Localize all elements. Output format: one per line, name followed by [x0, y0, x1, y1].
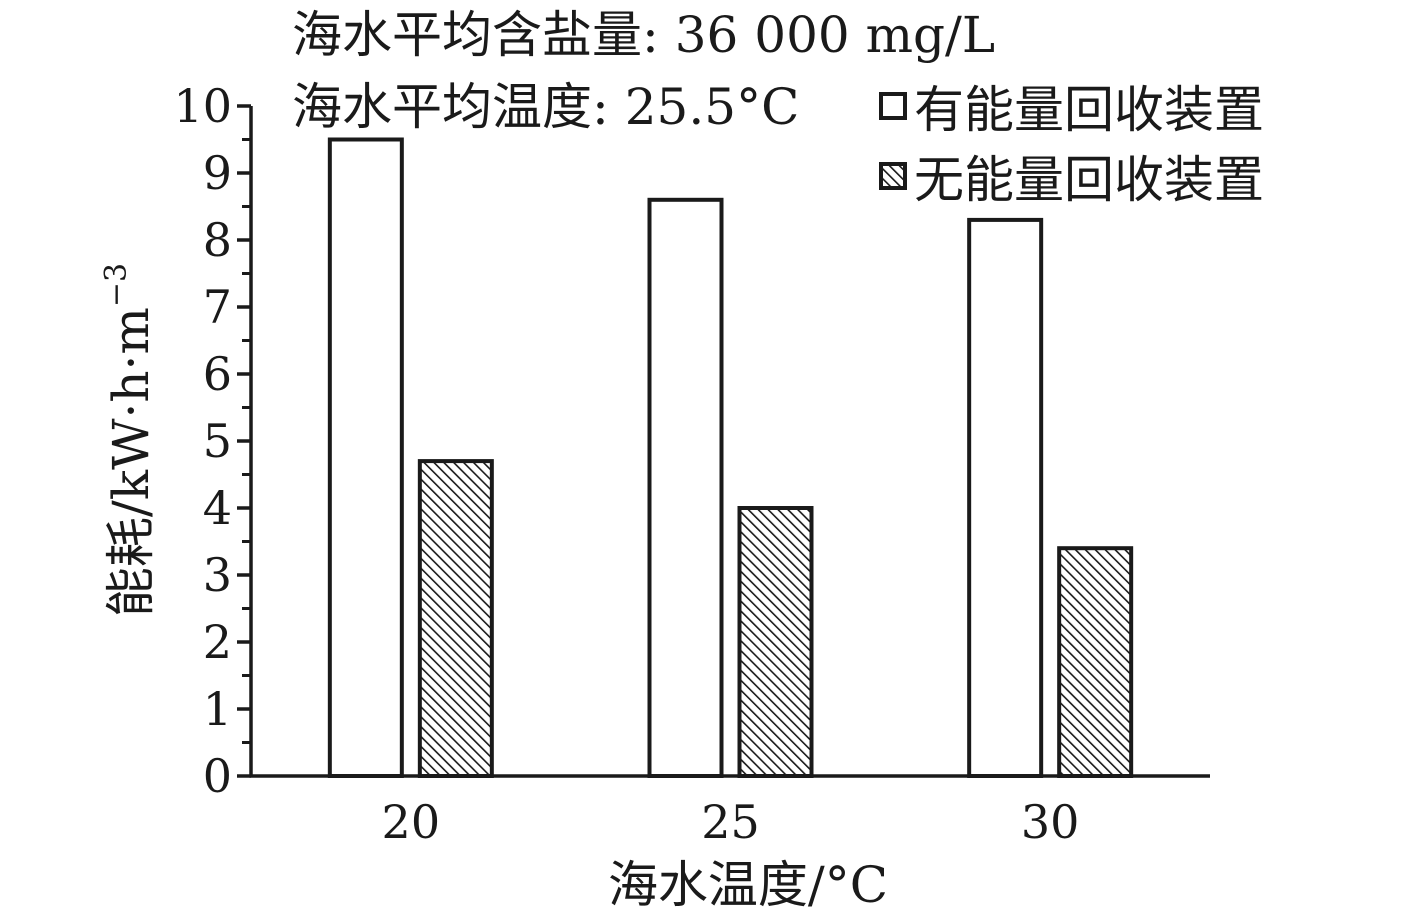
y-ticks-group: 0 1 2 3 4 5 6 7 8 9 10	[173, 79, 251, 803]
legend-label-with-recovery: 有能量回收装置	[914, 81, 1264, 139]
bar-series2-30	[1057, 546, 1134, 779]
y-tick-label-4: 4	[203, 481, 232, 535]
y-tick-label-3: 3	[203, 548, 232, 602]
x-tick-label-25: 25	[701, 795, 760, 849]
annotation-salinity: 海水平均含盐量: 36 000 mg/L	[292, 6, 995, 64]
y-axis-title-main: 能耗/kW·h·m	[102, 307, 160, 617]
x-tick-label-30: 30	[1021, 795, 1080, 849]
x-axis-title: 海水温度/°C	[608, 856, 888, 914]
legend-swatch-with-recovery	[879, 92, 907, 120]
x-ticks-group: 20 25 30	[382, 795, 1080, 849]
annotation-temperature: 海水平均温度: 25.5°C	[292, 78, 799, 136]
bar-series1-25	[647, 197, 724, 779]
y-tick-label-6: 6	[203, 347, 232, 401]
y-axis-title-superscript: −3	[99, 263, 134, 307]
y-tick-label-10: 10	[173, 79, 232, 133]
bar-series2-25	[737, 506, 814, 778]
y-tick-label-8: 8	[203, 213, 232, 267]
bar-series2-20	[417, 459, 494, 778]
y-axis-title: 能耗/kW·h·m−3	[99, 263, 160, 617]
y-tick-label-9: 9	[203, 146, 232, 200]
y-tick-label-5: 5	[203, 414, 232, 468]
bars-group	[327, 137, 1134, 779]
legend-swatch-without-recovery	[879, 162, 907, 190]
bar-series1-30	[967, 217, 1044, 778]
legend: 有能量回收装置 无能量回收装置	[879, 81, 1264, 209]
y-tick-label-0: 0	[203, 749, 232, 803]
y-tick-label-7: 7	[203, 280, 232, 334]
y-tick-label-1: 1	[203, 682, 232, 736]
y-tick-label-2: 2	[203, 615, 232, 669]
x-tick-label-20: 20	[382, 795, 441, 849]
bar-series1-20	[327, 137, 404, 778]
legend-label-without-recovery: 无能量回收装置	[914, 151, 1264, 209]
